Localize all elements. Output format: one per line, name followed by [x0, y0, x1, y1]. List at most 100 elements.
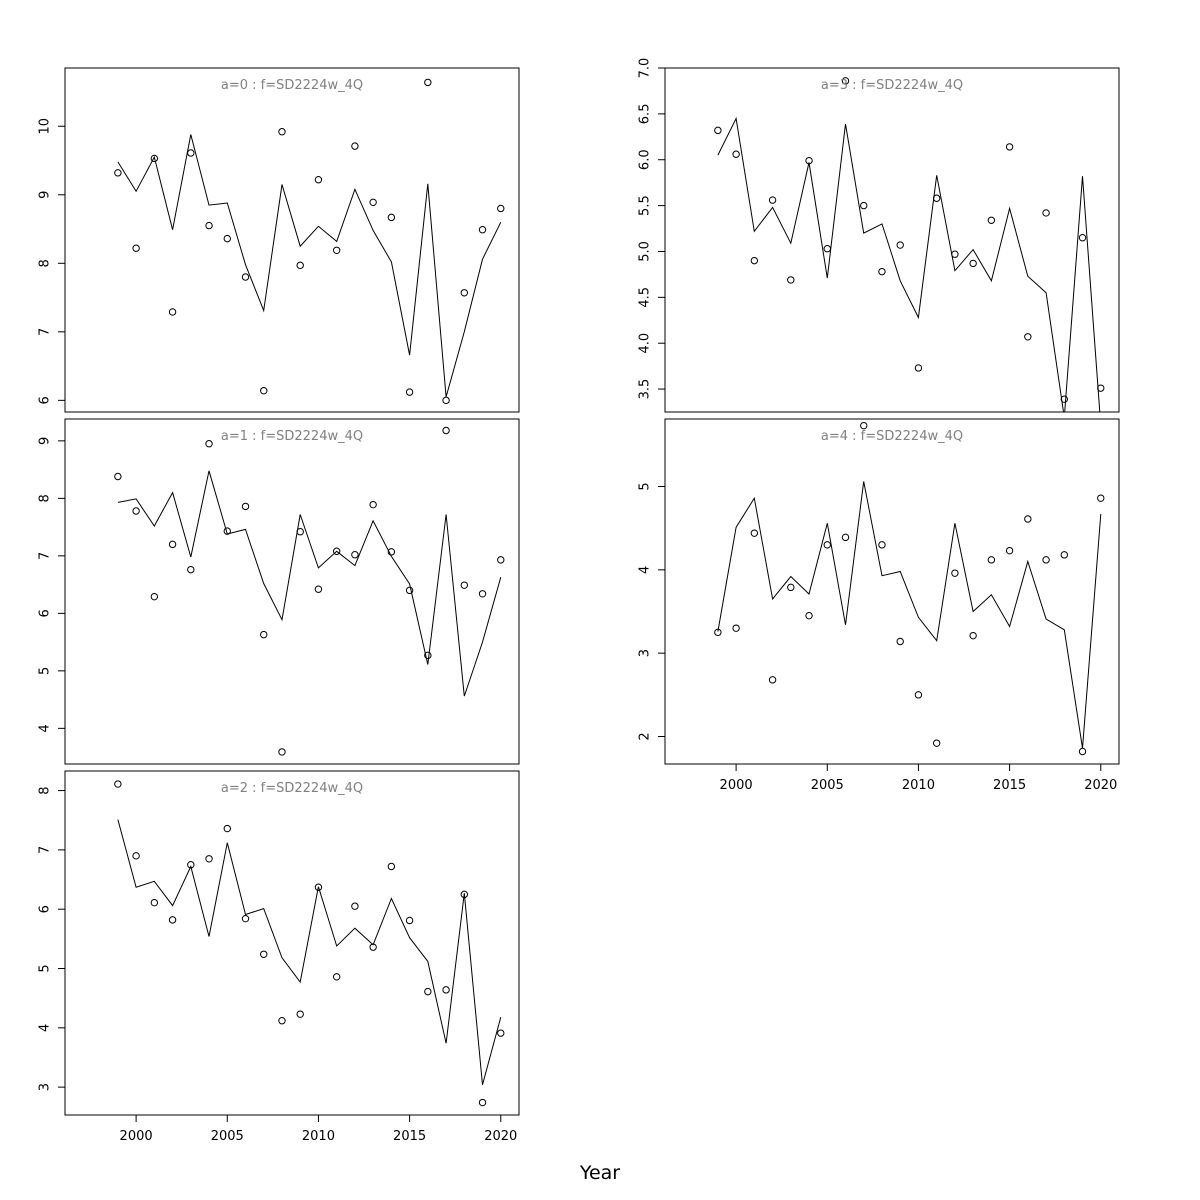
data-point — [314, 585, 323, 593]
data-point — [387, 862, 396, 871]
x-tick-label: 2000 — [720, 778, 753, 793]
data-point — [205, 221, 213, 230]
data-point — [1024, 333, 1032, 341]
y-tick-label: 7.0 — [638, 58, 653, 79]
data-point — [1042, 209, 1050, 217]
data-point — [478, 226, 487, 234]
data-point — [114, 780, 122, 788]
y-tick-label: 7 — [38, 846, 53, 854]
data-point — [460, 581, 469, 589]
panel-title: a=1 : f=SD2224w_4Q — [221, 429, 363, 444]
panel-4: 2 3 4 5 2000 2005 2010 2015 2020 a=4 : f=SD2224w_… — [638, 418, 1120, 793]
data-point — [168, 308, 177, 316]
y-tick-label: 8 — [38, 786, 53, 794]
data-point — [1005, 546, 1014, 555]
plot-frame — [664, 67, 1120, 413]
data-point — [1097, 384, 1105, 392]
x-tick-label: 2010 — [902, 778, 935, 793]
data-point — [314, 883, 323, 891]
plot-frame — [64, 418, 520, 765]
data-point — [405, 388, 414, 396]
data-point — [951, 569, 959, 577]
data-area — [114, 426, 505, 756]
data-point — [1005, 143, 1014, 151]
y-tick-label: 6 — [38, 905, 53, 913]
data-point — [314, 175, 323, 184]
data-point — [369, 500, 377, 509]
x-tick-label: 2005 — [211, 1129, 244, 1144]
panel-1: 4 5 6 7 8 9 a=1 : f=SD2224w_4Q — [38, 418, 520, 765]
data-point — [1078, 747, 1087, 756]
data-area — [714, 421, 1105, 756]
data-point — [187, 861, 195, 869]
data-point — [405, 586, 414, 595]
data-point — [478, 1098, 487, 1107]
data-point — [205, 440, 213, 448]
data-point — [497, 556, 505, 564]
data-point — [860, 421, 868, 430]
data-point — [332, 547, 341, 555]
data-point — [1024, 515, 1032, 523]
y-tick-label: 9 — [38, 437, 53, 445]
data-point — [951, 250, 959, 258]
data-point — [132, 852, 140, 860]
data-point — [132, 244, 140, 252]
data-point — [132, 507, 140, 515]
panel-3: 3.5 4.0 4.5 5.0 5.5 6.0 6.5 7.0 a=3 : f=SD2224w_… — [638, 58, 1120, 413]
panel-0: 6 7 8 9 10 a=0 : f=SD2224w_4Q — [38, 67, 520, 413]
data-point — [278, 128, 286, 136]
data-point — [768, 196, 777, 204]
data-point — [987, 556, 996, 564]
y-tick-label: 9 — [38, 191, 53, 199]
series-line — [117, 134, 502, 398]
data-point — [114, 472, 122, 481]
y-tick-label: 6 — [38, 609, 53, 617]
y-tick-label: 5 — [38, 667, 53, 675]
data-point — [241, 502, 250, 511]
data-point — [260, 630, 268, 639]
x-tick-label: 2005 — [811, 778, 844, 793]
y-tick-label: 5 — [38, 964, 53, 972]
data-point — [405, 916, 414, 925]
data-point — [878, 267, 886, 276]
x-axis-label: Year — [579, 1162, 620, 1184]
panel-title: a=4 : f=SD2224w_4Q — [821, 429, 963, 444]
y-tick-label: 5.0 — [638, 241, 653, 262]
data-point — [369, 943, 377, 951]
data-point — [805, 156, 813, 165]
y-tick-label: 6.5 — [638, 104, 653, 125]
data-point — [714, 126, 722, 135]
data-point — [296, 261, 304, 270]
x-tick-label: 2015 — [993, 778, 1026, 793]
plot-frame — [64, 770, 520, 1116]
data-point — [424, 78, 432, 87]
data-point — [296, 528, 304, 536]
data-point — [1060, 551, 1069, 559]
data-point — [460, 289, 469, 297]
data-point — [223, 234, 231, 243]
data-point — [932, 194, 941, 202]
data-point — [787, 276, 795, 284]
data-point — [987, 216, 996, 224]
data-point — [841, 77, 850, 85]
data-point — [260, 950, 268, 958]
data-point — [442, 986, 450, 994]
data-point — [732, 624, 740, 632]
y-tick-label: 3 — [38, 1083, 53, 1091]
data-point — [1060, 395, 1069, 403]
data-point — [332, 973, 341, 981]
data-point — [896, 637, 904, 646]
plot-frame — [64, 67, 520, 413]
data-point — [497, 204, 505, 213]
panel-title: a=2 : f=SD2224w_4Q — [221, 781, 363, 796]
data-point — [223, 527, 231, 535]
data-point — [841, 533, 850, 542]
series-line — [717, 116, 1101, 412]
data-point — [732, 150, 740, 158]
y-tick-label: 3.5 — [638, 379, 653, 400]
data-point — [387, 548, 396, 556]
data-point — [369, 198, 377, 207]
data-point — [114, 169, 122, 177]
